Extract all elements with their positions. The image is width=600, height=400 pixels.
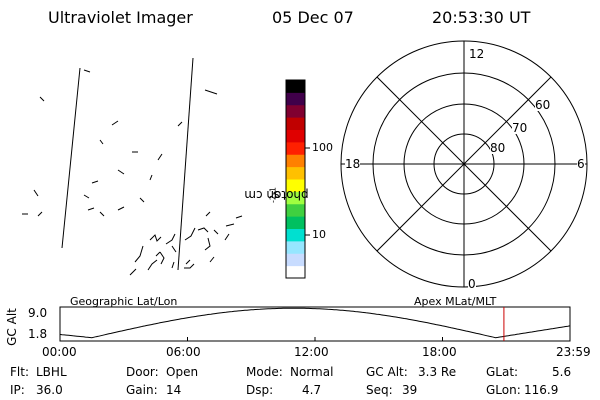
- lat-label-70: 70: [512, 121, 528, 135]
- longitude-line: [61, 67, 81, 249]
- instrument-title: Ultraviolet Imager: [48, 8, 193, 27]
- door-value: Open: [166, 365, 199, 379]
- coastline-fragments: [22, 69, 243, 276]
- colorbar-swatch: [286, 253, 305, 267]
- colorbar-swatch: [286, 216, 305, 229]
- glat-label: GLat:: [486, 365, 519, 379]
- x-tick-2359: 23:59: [556, 345, 591, 359]
- colorbar-frame: [285, 79, 306, 279]
- x-tick-1200: 12:00: [294, 345, 329, 359]
- seq-label: Seq:: [366, 383, 393, 397]
- colorbar-swatch: [286, 166, 305, 180]
- x-tick-1800: 18:00: [422, 345, 457, 359]
- polar-diagonal: [376, 76, 552, 252]
- altitude-frame: [59, 306, 571, 342]
- gain-label: Gain:: [126, 383, 158, 397]
- colorbar-swatch: [286, 92, 305, 106]
- x-tick-0600: 06:00: [166, 345, 201, 359]
- colorbar-swatch: [286, 265, 305, 279]
- apex-title: Apex MLat/MLT: [414, 295, 497, 308]
- ip-value: 36.0: [36, 383, 63, 397]
- flt-label: Flt:: [10, 365, 29, 379]
- seq-value: 39: [402, 383, 418, 397]
- mlt-label-0: 0: [468, 277, 476, 291]
- colorbar-swatch: [286, 117, 305, 130]
- dsp-label: Dsp:: [246, 383, 274, 397]
- door-label: Door:: [126, 365, 159, 379]
- colorbar-swatch: [286, 191, 305, 205]
- colorbar-swatch: [286, 104, 305, 118]
- mlt-label-6: 6: [577, 157, 585, 171]
- colorbar-swatch: [286, 203, 305, 217]
- ip-label: IP:: [10, 383, 25, 397]
- colorbar-swatch: [286, 80, 305, 93]
- colorbar-swatch: [286, 179, 305, 192]
- flt-value: LBHL: [36, 365, 67, 379]
- y-tick-1-8: 1.8: [28, 327, 48, 341]
- colorbar-tick-100: 100: [312, 141, 333, 154]
- mlt-label-18: 18: [345, 157, 361, 171]
- glat-value: 5.6: [552, 365, 572, 379]
- lat-label-60: 60: [535, 98, 551, 112]
- time-label: 20:53:30 UT: [432, 8, 531, 27]
- mlt-label-12: 12: [469, 47, 485, 61]
- gain-value: 14: [166, 383, 182, 397]
- longitude-line: [177, 57, 194, 271]
- glon-value: 116.9: [524, 383, 559, 397]
- colorbar-swatch: [286, 129, 305, 143]
- gcalt-status-label: GC Alt:: [366, 365, 408, 379]
- colorbar-swatch: [286, 141, 305, 155]
- colorbar-swatch: [286, 154, 305, 168]
- colorbar-tick-10: 10: [312, 228, 326, 241]
- geographic-title: Geographic Lat/Lon: [70, 295, 178, 308]
- y-tick-9: 9.0: [28, 306, 48, 320]
- dsp-value: 4.7: [302, 383, 322, 397]
- mode-label: Mode:: [246, 365, 283, 379]
- colorbar-swatch: [286, 228, 305, 242]
- gcalt-status-value: 3.3 Re: [418, 365, 457, 379]
- x-tick-0000: 00:00: [42, 345, 77, 359]
- colorbar-swatch: [286, 240, 305, 254]
- altitude-curve: [59, 307, 571, 339]
- mode-value: Normal: [290, 365, 334, 379]
- date-label: 05 Dec 07: [272, 8, 354, 27]
- glon-label: GLon:: [486, 383, 521, 397]
- lat-label-80: 80: [490, 141, 506, 155]
